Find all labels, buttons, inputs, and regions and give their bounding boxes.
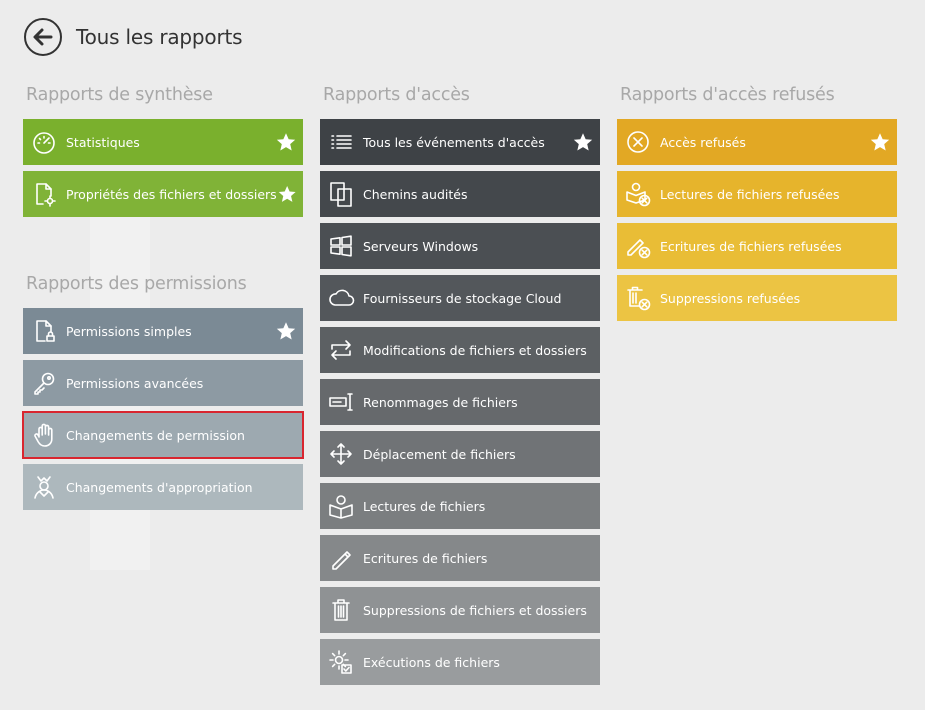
- list-icon: [320, 119, 362, 165]
- tile-label: Lectures de fichiers refusées: [660, 186, 840, 202]
- tile-label: Fournisseurs de stockage Cloud: [363, 290, 562, 306]
- speedometer-icon: [23, 119, 65, 165]
- tile-label: Permissions simples: [66, 323, 192, 339]
- tile-pencil[interactable]: Ecritures de fichiers: [320, 535, 600, 581]
- delete-denied-icon: [617, 275, 659, 321]
- tile-label: Permissions avancées: [66, 375, 204, 391]
- page-title: Tous les rapports: [76, 25, 243, 49]
- cloud-icon: [320, 275, 362, 321]
- tile-file-settings[interactable]: Propriétés des fichiers et dossiers: [23, 171, 303, 217]
- tile-label: Exécutions de fichiers: [363, 654, 500, 670]
- tile-owner[interactable]: Changements d'appropriation: [23, 464, 303, 510]
- tile-label: Modifications de fichiers et dossiers: [363, 342, 587, 358]
- tile-copy[interactable]: Chemins audités: [320, 171, 600, 217]
- tile-label: Changements d'appropriation: [66, 479, 253, 495]
- star-icon[interactable]: [275, 320, 297, 342]
- tile-label: Lectures de fichiers: [363, 498, 486, 514]
- section-title-permissions: Rapports des permissions: [26, 274, 247, 294]
- hand-icon: [23, 412, 65, 458]
- tile-key[interactable]: Permissions avancées: [23, 360, 303, 406]
- rename-icon: [320, 379, 362, 425]
- trash-icon: [320, 587, 362, 633]
- windows-icon: [320, 223, 362, 269]
- gear-check-icon: [320, 639, 362, 685]
- tile-label: Chemins audités: [363, 186, 468, 202]
- section-title-acces: Rapports d'accès: [323, 85, 470, 105]
- star-icon[interactable]: [277, 183, 297, 205]
- tile-gear-check[interactable]: Exécutions de fichiers: [320, 639, 600, 685]
- tile-rename[interactable]: Renommages de fichiers: [320, 379, 600, 425]
- star-icon[interactable]: [275, 131, 297, 153]
- copy-icon: [320, 171, 362, 217]
- tile-write-denied[interactable]: Ecritures de fichiers refusées: [617, 223, 897, 269]
- file-settings-icon: [23, 171, 65, 217]
- write-denied-icon: [617, 223, 659, 269]
- tile-read-denied[interactable]: Lectures de fichiers refusées: [617, 171, 897, 217]
- star-icon[interactable]: [869, 131, 891, 153]
- tile-label: Renommages de fichiers: [363, 394, 518, 410]
- pencil-icon: [320, 535, 362, 581]
- tile-cloud[interactable]: Fournisseurs de stockage Cloud: [320, 275, 600, 321]
- tile-label: Suppressions de fichiers et dossiers: [363, 602, 587, 618]
- file-lock-icon: [23, 308, 65, 354]
- section-title-synthese: Rapports de synthèse: [26, 85, 213, 105]
- tile-label: Changements de permission: [66, 427, 245, 443]
- tile-label: Statistiques: [66, 134, 140, 150]
- tile-list[interactable]: Tous les événements d'accès: [320, 119, 600, 165]
- key-icon: [23, 360, 65, 406]
- tile-label: Serveurs Windows: [363, 238, 479, 254]
- tile-label: Tous les événements d'accès: [363, 134, 545, 150]
- star-icon[interactable]: [572, 131, 594, 153]
- back-arrow-icon: [33, 28, 53, 46]
- section-title-refuses: Rapports d'accès refusés: [620, 85, 835, 105]
- tile-delete-denied[interactable]: Suppressions refusées: [617, 275, 897, 321]
- tile-read[interactable]: Lectures de fichiers: [320, 483, 600, 529]
- tile-windows[interactable]: Serveurs Windows: [320, 223, 600, 269]
- owner-icon: [23, 464, 65, 510]
- modify-icon: [320, 327, 362, 373]
- back-button[interactable]: [24, 18, 62, 56]
- tile-circle-x[interactable]: Accès refusés: [617, 119, 897, 165]
- circle-x-icon: [617, 119, 659, 165]
- tile-move[interactable]: Déplacement de fichiers: [320, 431, 600, 477]
- tile-speedometer[interactable]: Statistiques: [23, 119, 303, 165]
- read-icon: [320, 483, 362, 529]
- tile-label: Ecritures de fichiers: [363, 550, 488, 566]
- tile-label: Déplacement de fichiers: [363, 446, 516, 462]
- tile-file-lock[interactable]: Permissions simples: [23, 308, 303, 354]
- tile-trash[interactable]: Suppressions de fichiers et dossiers: [320, 587, 600, 633]
- tile-label: Suppressions refusées: [660, 290, 801, 306]
- tile-label: Propriétés des fichiers et dossiers: [66, 186, 277, 202]
- header: Tous les rapports: [24, 18, 243, 56]
- move-icon: [320, 431, 362, 477]
- tile-modify[interactable]: Modifications de fichiers et dossiers: [320, 327, 600, 373]
- tile-hand[interactable]: Changements de permission: [22, 411, 304, 459]
- tile-label: Ecritures de fichiers refusées: [660, 238, 842, 254]
- tile-label: Accès refusés: [660, 134, 746, 150]
- read-denied-icon: [617, 171, 659, 217]
